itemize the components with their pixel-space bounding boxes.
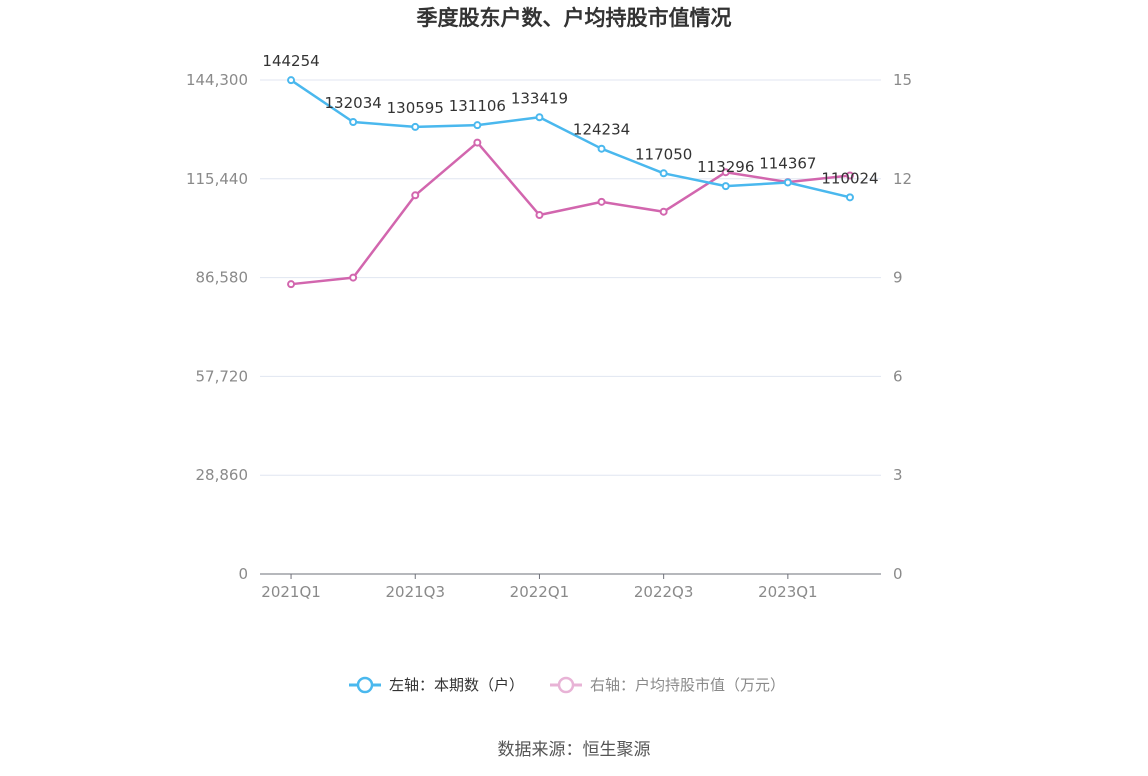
right-axis-tick-label: 9 [893,269,903,287]
legend-marker-right [557,676,575,694]
series-left-point [659,169,668,178]
legend-label-left: 左轴：本期数（户） [389,676,524,694]
x-axis-tick-label: 2022Q3 [634,583,694,601]
series-right-point [411,191,420,200]
series-right-point [597,197,606,206]
chart-title: 季度股东户数、户均持股市值情况 [417,6,732,30]
legend-item-left[interactable]: 左轴：本期数（户） [349,676,524,694]
left-axis-tick-label: 115,440 [186,170,248,188]
series-left-point [287,76,296,85]
series-right-point [659,207,668,216]
legend[interactable]: 左轴：本期数（户） 右轴：户均持股市值（万元） [349,676,785,694]
data-label: 131106 [449,97,506,115]
right-axis-tick-label: 6 [893,367,903,385]
left-axis-tick-label: 57,720 [196,367,249,385]
series-left-point [721,182,730,191]
data-label: 110024 [821,169,878,187]
data-label: 132034 [325,94,382,112]
left-axis-tick-label: 144,300 [186,71,248,89]
data-label: 117050 [635,145,692,163]
series-right-point [287,280,296,289]
series-left-point [473,121,482,130]
left-axis-tick-label: 0 [238,565,248,583]
series-left-point [597,144,606,153]
data-label: 133419 [511,89,568,107]
x-axis-tick-label: 2022Q1 [510,583,570,601]
series-left-point [411,122,420,131]
data-label: 144254 [262,52,319,70]
right-axis-tick-label: 15 [893,71,912,89]
series-right-line [290,141,851,286]
data-label: 114367 [759,154,816,172]
left-axis-tick-label: 28,860 [196,466,249,484]
x-axis-tick-label: 2023Q1 [758,583,818,601]
x-axis-tick-label: 2021Q1 [261,583,321,601]
series-right-point [845,171,854,180]
series-right-point [721,168,730,177]
series-left-point [783,178,792,187]
right-axis-tick-label: 0 [893,565,903,583]
legend-item-right[interactable]: 右轴：户均持股市值（万元） [550,676,785,694]
series-left-point [535,113,544,122]
left-axis-ticks: 0 28,860 57,720 86,580 115,440 144,300 [186,71,248,583]
source-note: 数据来源：恒生聚源 [498,740,651,760]
series-right-point [473,138,482,147]
data-label: 130595 [387,99,444,117]
left-axis-tick-label: 86,580 [196,269,249,287]
series-left-line [290,79,851,199]
legend-label-right: 右轴：户均持股市值（万元） [590,676,785,694]
series-right-point [535,211,544,220]
data-label: 124234 [573,121,630,139]
series-right-point [349,273,358,282]
series-left-point [349,117,358,126]
grid-lines [260,79,881,476]
series-left-group [287,76,854,202]
series-left-point [845,193,854,202]
data-labels-left: 144254 132034 130595 131106 133419 124234 1170… [262,52,878,187]
legend-marker-left [356,676,374,694]
right-axis-ticks: 0 3 6 9 12 15 [893,71,912,583]
right-axis-tick-label: 12 [893,170,912,188]
x-axis-tick-label: 2021Q3 [385,583,445,601]
data-label: 113296 [697,158,754,176]
right-axis-tick-label: 3 [893,466,903,484]
x-axis-ticks: 2021Q1 2021Q3 2022Q1 2022Q3 2023Q1 [261,574,818,601]
